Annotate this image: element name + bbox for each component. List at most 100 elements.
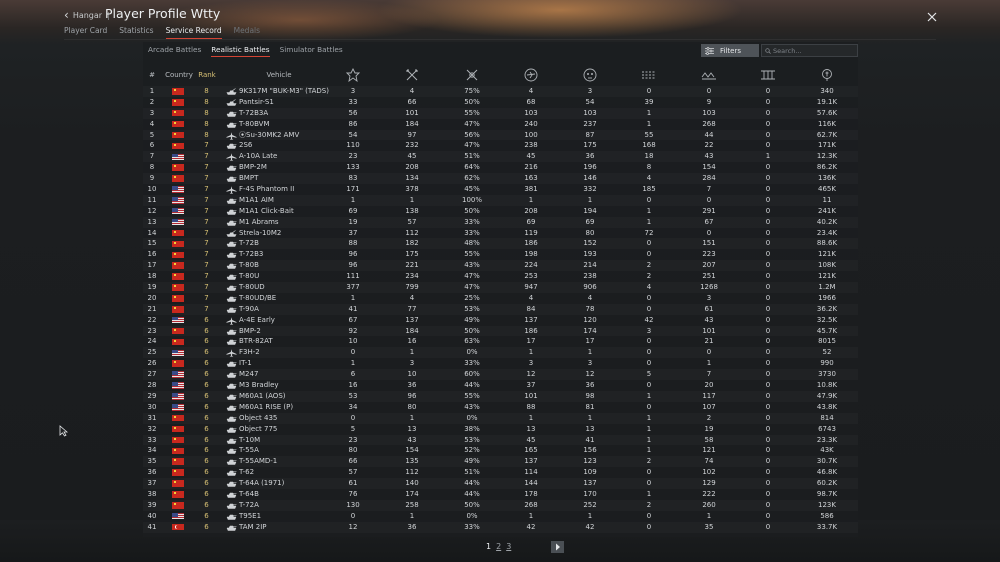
vehicle-tank-icon — [226, 415, 237, 422]
table-row[interactable]: 31 6 Object 435 0 1 0% 1 1 1 2 0 814 — [143, 413, 858, 424]
table-row[interactable]: 7 7 A-10A Late 23 45 51% 45 36 18 43 1 12.3K — [143, 151, 858, 162]
table-row[interactable]: 13 7 M1 Abrams 19 57 33% 69 69 1 67 0 40.2K — [143, 217, 858, 228]
rank-value: 7 — [204, 228, 209, 237]
col-rank[interactable]: Rank — [198, 70, 216, 79]
table-row[interactable]: 20 7 T-80UD/BE 1 4 25% 4 4 0 3 0 1966 — [143, 293, 858, 304]
vehicle-tank-icon — [226, 240, 237, 248]
stat-defeats: 0 — [765, 370, 771, 379]
table-row[interactable]: 36 6 T-62 57 112 51% 114 109 0 102 0 46.8K — [143, 467, 858, 478]
col-country[interactable]: Country — [165, 70, 193, 79]
subtab-arcade-battles[interactable]: Arcade Battles — [148, 45, 202, 54]
stat-victories-percent: 64% — [464, 163, 480, 172]
table-row[interactable]: 21 7 T-90A 41 77 53% 84 78 0 61 0 36.2K — [143, 304, 858, 315]
table-row[interactable]: 19 7 T-80UD 377 799 47% 947 906 4 1268 0 1.2M — [143, 282, 858, 293]
table-row[interactable]: 28 6 M3 Bradley 16 36 44% 37 36 0 20 0 10.8K — [143, 380, 858, 391]
table-row[interactable]: 8 7 BMP-2M 133 208 64% 216 196 8 154 0 86.2K — [143, 162, 858, 173]
table-row[interactable]: 2 8 Pantsir-S1 33 66 50% 68 54 39 9 0 19.1K — [143, 97, 858, 108]
battles-icon[interactable] — [342, 64, 364, 85]
table-row[interactable]: 25 6 F3H-2 0 1 0% 1 1 0 0 0 52 — [143, 347, 858, 358]
table-row[interactable]: 26 6 IT-1 1 3 33% 3 3 0 1 0 990 — [143, 358, 858, 369]
col-num[interactable]: # — [149, 70, 155, 79]
tab-player-card[interactable]: Player Card — [64, 26, 108, 35]
table-row[interactable]: 27 6 M247 6 10 60% 12 12 5 7 0 3730 — [143, 369, 858, 380]
table-row[interactable]: 40 6 T95E1 0 1 0% 1 1 0 1 0 586 — [143, 511, 858, 522]
filters-button[interactable]: Filters — [701, 44, 759, 57]
stat-victories: 67 — [704, 217, 714, 226]
defeats-icon[interactable] — [755, 64, 781, 85]
tab-service-record[interactable]: Service Record — [165, 26, 222, 39]
table-row[interactable]: 3 8 T-72B3A 56 101 55% 103 103 1 103 0 57.6K — [143, 108, 858, 119]
country-flag-cn-icon — [172, 251, 184, 259]
next-page-button[interactable] — [551, 541, 564, 553]
stat-lions: 12.3K — [816, 152, 838, 161]
table-row[interactable]: 18 7 T-80U 111 234 47% 253 238 2 251 0 121K — [143, 271, 858, 282]
rank-value: 6 — [204, 479, 209, 488]
table-row[interactable]: 16 7 T-72B3 96 175 55% 198 193 0 223 0 121K — [143, 249, 858, 260]
table-row[interactable]: 33 6 T-10M 23 43 53% 45 41 1 58 0 23.3K — [143, 435, 858, 446]
stat-respawns: 101 — [405, 108, 419, 117]
table-row[interactable]: 22 6 A-4E Early 67 137 49% 137 120 42 43 0 32.5K — [143, 315, 858, 326]
lions-icon[interactable] — [809, 64, 845, 85]
stat-lions: 1966 — [818, 293, 836, 302]
stat-lions: 121K — [818, 250, 836, 259]
country-flag-us-icon — [172, 316, 184, 324]
rank-value: 8 — [204, 108, 209, 117]
victories-percent-icon[interactable] — [458, 64, 486, 85]
table-row[interactable]: 10 7 F-4S Phantom II 171 378 45% 381 332 185 7 0 46… — [143, 184, 858, 195]
table-row[interactable]: 15 7 T-72B 88 182 48% 186 152 0 151 0 88.6K — [143, 238, 858, 249]
respawns-icon[interactable] — [401, 64, 423, 85]
stat-defeats: 0 — [765, 479, 771, 488]
stat-respawns: 1 — [409, 413, 415, 422]
page-1-link[interactable]: 1 — [486, 542, 492, 551]
table-row[interactable]: 35 6 T-55AMD-1 66 135 49% 137 123 2 74 0 30.7K — [143, 456, 858, 467]
table-row[interactable]: 41 6 TAM 2IP 12 36 33% 42 42 0 35 0 33.7K — [143, 522, 858, 533]
table-row[interactable]: 32 6 Object 775 5 13 38% 13 13 1 19 0 6743 — [143, 424, 858, 435]
subtab-simulator-battles[interactable]: Simulator Battles — [279, 45, 343, 54]
table-row[interactable]: 39 6 T-72A 130 258 50% 268 252 2 260 0 123K — [143, 500, 858, 511]
page-3-link[interactable]: 3 — [506, 542, 512, 551]
table-row[interactable]: 17 7 T-80B 96 221 43% 224 214 2 207 0 108K — [143, 260, 858, 271]
table-row[interactable]: 5 8 ⦿Su-30MK2 AMV 54 97 56% 100 87 55 44 0 62.7K — [143, 130, 858, 141]
rank-value: 6 — [204, 511, 209, 520]
subtab-realistic-battles[interactable]: Realistic Battles — [211, 45, 270, 57]
stat-victories-percent: 25% — [464, 293, 480, 302]
table-row[interactable]: 34 6 T-55A 80 154 52% 165 156 1 121 0 43K — [143, 445, 858, 456]
tab-medals[interactable]: Medals — [233, 26, 261, 35]
vehicle-name: M1 Abrams — [239, 217, 279, 226]
country-flag-cn-icon — [172, 175, 184, 182]
stat-defeats: 0 — [765, 468, 771, 477]
table-row[interactable]: 37 6 T-64A (1971) 61 140 44% 144 137 0 129 0 60.2K — [143, 478, 858, 489]
close-icon[interactable] — [924, 9, 940, 25]
table-row[interactable]: 23 6 BMP-2 92 184 50% 186 174 3 101 0 45.7K — [143, 326, 858, 337]
table-row[interactable]: 29 6 M60A1 (AOS) 53 96 55% 101 98 1 117 0 47.9K — [143, 391, 858, 402]
table-row[interactable]: 4 8 T-80BVM 86 184 47% 240 237 1 268 0 116K — [143, 119, 858, 130]
table-row[interactable]: 11 7 M1A1 AIM 1 1 100% 1 1 0 0 0 11 — [143, 195, 858, 206]
stat-air-kills: 114 — [524, 468, 538, 477]
air-kills-icon[interactable] — [518, 64, 544, 85]
vehicle-name: T-72A — [239, 500, 259, 509]
naval-kills-icon[interactable] — [637, 64, 661, 85]
back-to-hangar-link[interactable]: ‹ Hangar | — [64, 9, 110, 21]
stat-victories-percent: 43% — [464, 402, 480, 411]
stat-defeats: 0 — [765, 108, 771, 117]
table-row[interactable]: 1 8 9K317M "BUK-M3" (TADS) 3 4 75% 4 3 0 0 0 340 — [143, 86, 858, 97]
vehicle-tank-icon — [226, 328, 237, 335]
page-2-link[interactable]: 2 — [496, 542, 502, 551]
stat-ground-kills: 81 — [585, 402, 595, 411]
tab-statistics[interactable]: Statistics — [119, 26, 154, 35]
ground-kills-icon[interactable] — [577, 64, 603, 85]
table-row[interactable]: 24 6 BTR-82AT 10 16 63% 17 17 0 21 0 8015 — [143, 336, 858, 347]
table-row[interactable]: 30 6 M60A1 RISE (P) 34 80 43% 88 81 0 107 0 43.8K — [143, 402, 858, 413]
table-row[interactable]: 14 7 Strela-10M2 37 112 33% 119 80 72 0 0 23.4K — [143, 228, 858, 239]
victories-icon[interactable] — [695, 64, 723, 85]
table-row[interactable]: 38 6 T-64B 76 174 44% 178 170 1 222 0 98.7K — [143, 489, 858, 500]
table-row[interactable]: 9 7 BMPT 83 134 62% 163 146 4 284 0 136K — [143, 173, 858, 184]
vehicle-tank-icon — [226, 306, 237, 313]
search-input[interactable]: Search... — [761, 44, 858, 57]
country-flag-cn-icon — [172, 240, 184, 248]
stat-battles: 92 — [348, 326, 358, 335]
table-row[interactable]: 12 7 M1A1 Click-Bait 69 138 50% 208 194 1 291 0 241… — [143, 206, 858, 217]
table-row[interactable]: 6 7 2S6 110 232 47% 238 175 168 22 0 171K — [143, 140, 858, 151]
stat-respawns: 221 — [405, 261, 419, 270]
col-vehicle[interactable]: Vehicle — [266, 70, 292, 79]
